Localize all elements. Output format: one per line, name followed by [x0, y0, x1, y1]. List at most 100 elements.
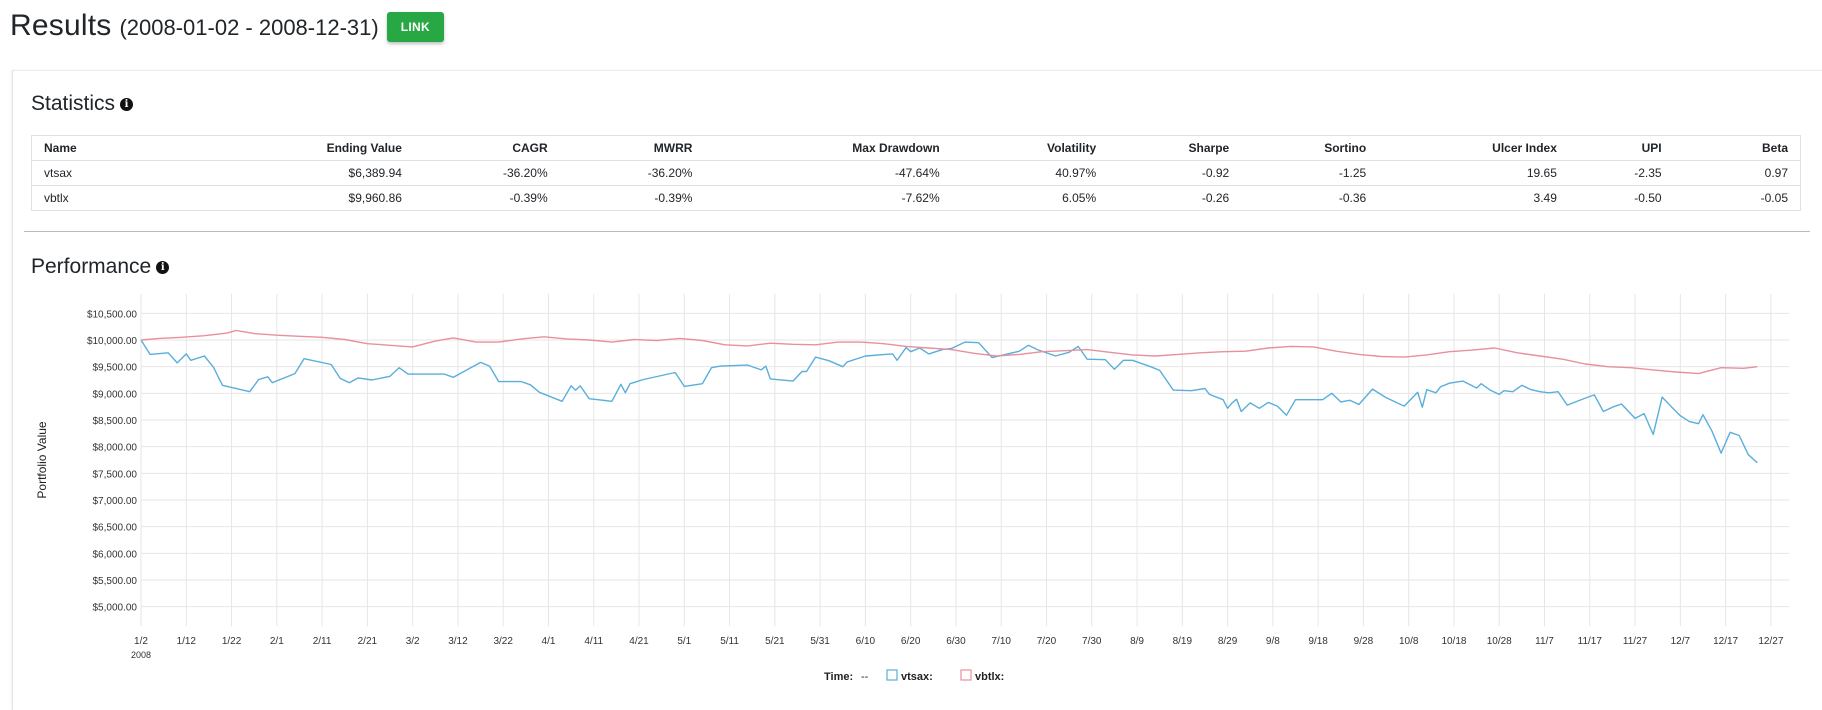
x-tick-label: 11/27: [1623, 636, 1648, 647]
x-tick-label: 6/20: [901, 636, 921, 647]
series-line-vbtlx: [140, 329, 1758, 375]
x-tick-label: 2/11: [313, 636, 332, 647]
table-cell: vtsax: [31, 160, 173, 186]
y-tick-label: $9,500.00: [93, 363, 138, 374]
series-line-vtsax: [140, 339, 1758, 464]
performance-title: Performance: [31, 255, 152, 278]
table-cell: -0.26: [1108, 185, 1242, 211]
x-tick-label: 12/7: [1671, 636, 1691, 647]
link-button[interactable]: LINK: [386, 12, 444, 42]
results-header: Results (2008-01-02 - 2008-12-31) LINK: [10, 6, 444, 46]
x-tick-label: 8/9: [1130, 636, 1144, 647]
section-divider: [24, 231, 1810, 232]
x-tick-label: 12/17: [1713, 636, 1738, 647]
column-header[interactable]: UPI: [1568, 135, 1674, 161]
table-cell: -0.92: [1108, 160, 1242, 186]
table-cell: 19.65: [1378, 160, 1569, 186]
legend-swatch-vbtlx[interactable]: [960, 669, 972, 681]
table-cell: -1.25: [1241, 160, 1379, 186]
table-cell: $9,960.86: [172, 185, 414, 211]
x-tick-label: 3/22: [493, 636, 513, 647]
y-tick-label: $7,500.00: [93, 469, 138, 480]
statistics-table: Name Ending Value CAGR MWRR Max Drawdown Vola…: [31, 135, 1801, 211]
table-cell: -36.20%: [413, 160, 560, 186]
table-cell: -0.50: [1568, 185, 1674, 211]
x-tick-label: 9/28: [1354, 636, 1374, 647]
y-tick-label: $8,500.00: [93, 416, 138, 427]
x-tick-label: 4/11: [584, 636, 603, 647]
table-cell: -0.05: [1673, 185, 1801, 211]
table-row: vtsax $6,389.94 -36.20% -36.20% -47.64% 40.97…: [31, 160, 1801, 186]
column-header[interactable]: Sharpe: [1108, 135, 1242, 161]
column-header[interactable]: Name: [31, 135, 173, 161]
x-tick-label: 9/18: [1308, 636, 1328, 647]
x-tick-label: 5/21: [765, 636, 785, 647]
column-header[interactable]: Volatility: [951, 135, 1109, 161]
table-cell: -0.39%: [559, 185, 705, 211]
y-tick-label: $10,000.00: [87, 336, 137, 347]
y-tick-label: $6,500.00: [93, 523, 138, 534]
y-tick-label: $7,000.00: [93, 496, 138, 507]
y-tick-label: $6,000.00: [93, 549, 138, 560]
column-header[interactable]: Sortino: [1241, 135, 1379, 161]
table-cell: vbtlx: [31, 185, 173, 211]
x-tick-label: 9/8: [1266, 636, 1280, 647]
table-cell: -36.20%: [559, 160, 705, 186]
x-tick-label: 3/12: [448, 636, 468, 647]
page-title: Results: [10, 9, 112, 42]
x-tick-label: 10/8: [1399, 636, 1419, 647]
x-tick-label: 2/1: [270, 636, 284, 647]
x-tick-label: 10/18: [1441, 636, 1466, 647]
x-tick-label: 7/20: [1037, 636, 1057, 647]
column-header[interactable]: Beta: [1673, 135, 1801, 161]
x-year-label: 2008: [131, 650, 151, 660]
performance-heading: Performance i: [31, 255, 170, 279]
table-cell: -0.36: [1241, 185, 1379, 211]
x-tick-label: 8/29: [1218, 636, 1238, 647]
column-header[interactable]: Ulcer Index: [1378, 135, 1569, 161]
statistics-title: Statistics: [31, 92, 116, 115]
x-tick-label: 1/2: [134, 636, 148, 647]
x-tick-label: 4/1: [542, 636, 556, 647]
x-tick-label: 3/2: [406, 636, 420, 647]
legend-swatch-vtsax[interactable]: [886, 669, 898, 681]
column-header[interactable]: Max Drawdown: [704, 135, 952, 161]
date-range: (2008-01-02 - 2008-12-31): [119, 15, 379, 40]
y-tick-label: $9,000.00: [93, 389, 138, 400]
legend-time-value: --: [861, 671, 869, 683]
table-cell: -2.35: [1568, 160, 1674, 186]
y-tick-label: $10,500.00: [87, 309, 137, 320]
x-tick-label: 11/7: [1535, 636, 1554, 647]
table-cell: 0.97: [1673, 160, 1801, 186]
table-row: vbtlx $9,960.86 -0.39% -0.39% -7.62% 6.05% -0.…: [31, 185, 1801, 211]
x-tick-label: 10/28: [1487, 636, 1512, 647]
x-tick-label: 5/31: [810, 636, 830, 647]
column-header[interactable]: Ending Value: [172, 135, 414, 161]
x-tick-label: 6/30: [946, 636, 966, 647]
x-tick-label: 6/10: [856, 636, 876, 647]
x-tick-label: 1/22: [222, 636, 242, 647]
legend-time-label: Time:: [824, 671, 853, 683]
legend-label-vbtlx: vbtlx:: [975, 671, 1004, 683]
x-tick-label: 7/30: [1082, 636, 1102, 647]
table-cell: 6.05%: [951, 185, 1109, 211]
table-cell: -47.64%: [704, 160, 952, 186]
x-tick-label: 4/21: [629, 636, 649, 647]
x-tick-label: 2/21: [358, 636, 378, 647]
column-header[interactable]: CAGR: [413, 135, 560, 161]
x-tick-label: 5/1: [677, 636, 691, 647]
table-cell: -7.62%: [704, 185, 952, 211]
statistics-heading: Statistics i: [31, 92, 134, 116]
x-tick-label: 5/11: [720, 636, 739, 647]
info-icon[interactable]: i: [156, 260, 170, 274]
info-icon[interactable]: i: [120, 97, 134, 111]
y-tick-label: $5,500.00: [93, 576, 138, 587]
table-cell: -0.39%: [413, 185, 560, 211]
table-header-row: Name Ending Value CAGR MWRR Max Drawdown Vola…: [31, 135, 1801, 161]
column-header[interactable]: MWRR: [559, 135, 705, 161]
x-tick-label: 7/10: [991, 636, 1011, 647]
legend-label-vtsax: vtsax:: [901, 671, 933, 683]
x-tick-label: 12/27: [1758, 636, 1783, 647]
x-tick-label: 1/12: [177, 636, 197, 647]
